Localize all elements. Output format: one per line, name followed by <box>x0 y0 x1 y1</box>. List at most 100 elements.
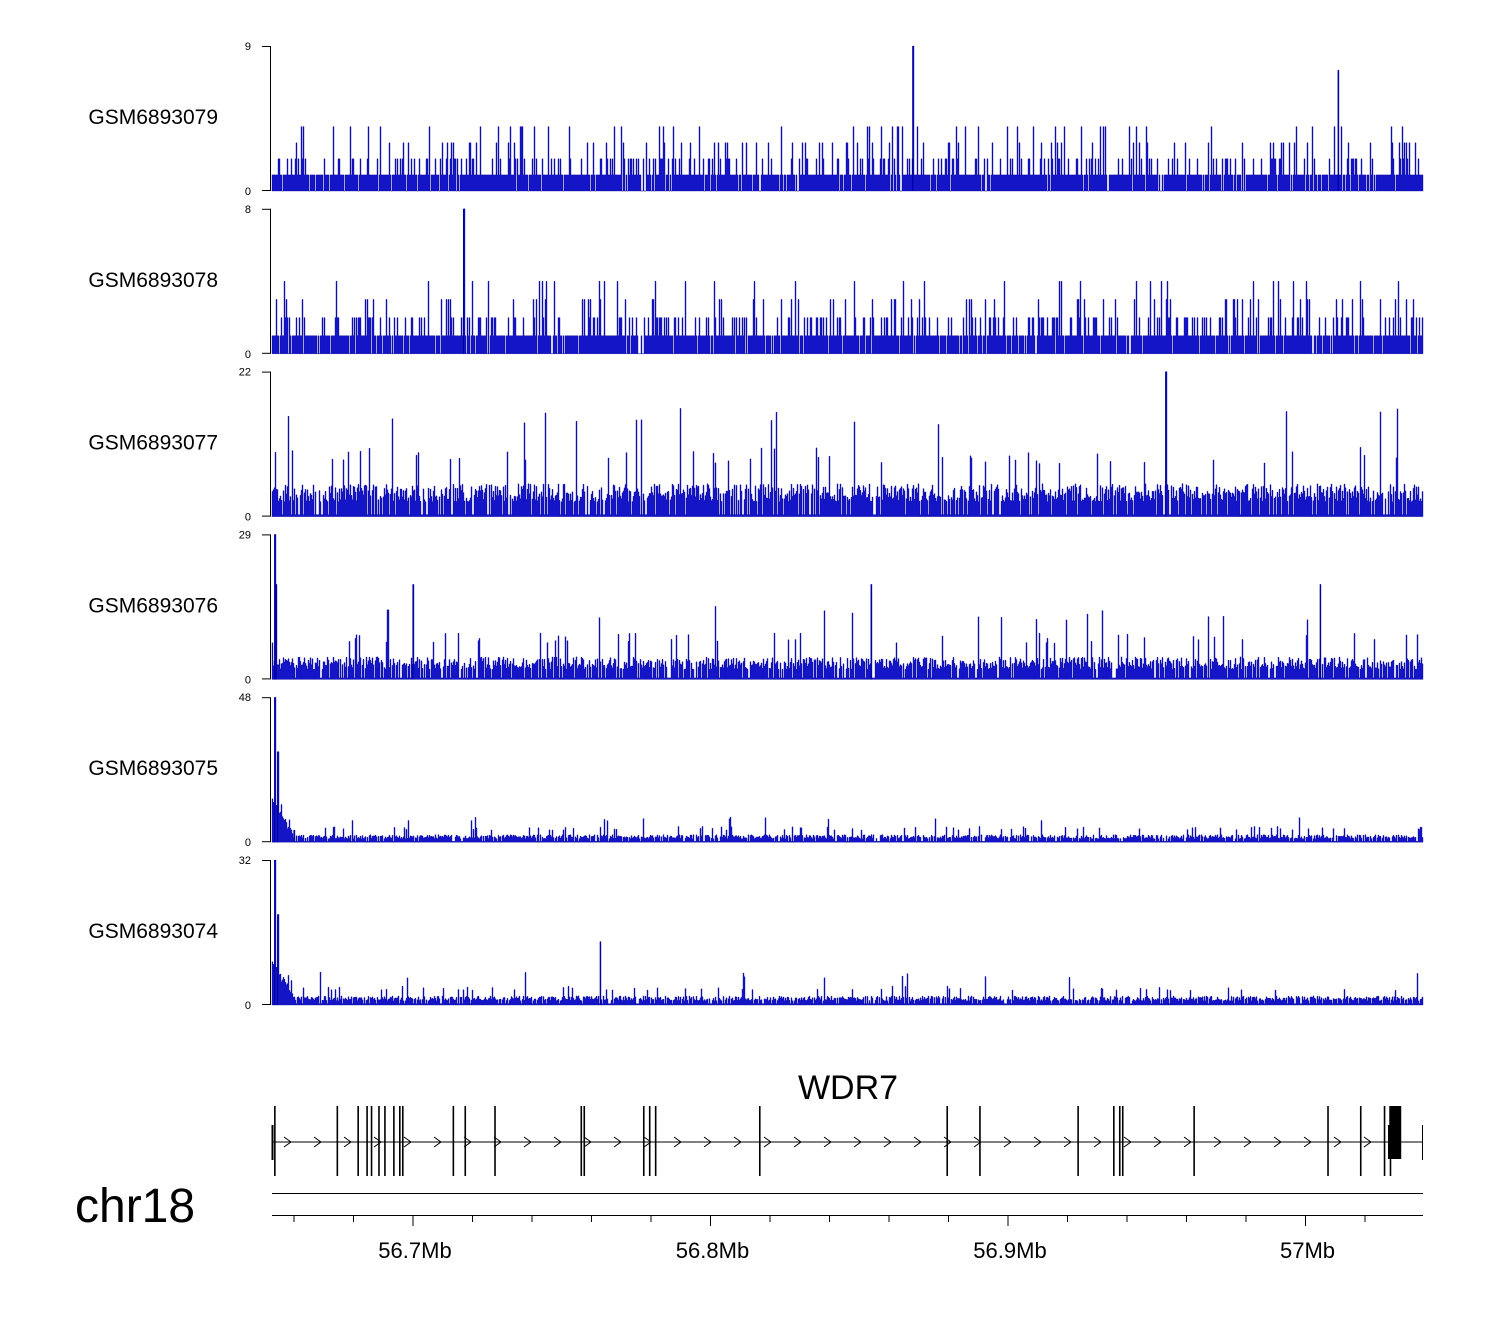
exon-5 <box>378 1106 380 1176</box>
coverage-signal <box>271 208 1424 354</box>
genome-axis: chr18 56.7Mb 56.8Mb 56.9Mb 57Mb <box>75 1180 1423 1263</box>
strand-arrow <box>943 1136 952 1148</box>
strand-arrow <box>463 1136 472 1148</box>
coverage-signal <box>271 534 1424 680</box>
strand-arrow <box>1123 1136 1132 1148</box>
strand-arrow <box>283 1136 292 1148</box>
strand-arrow <box>1303 1136 1312 1148</box>
strand-arrow <box>673 1136 682 1148</box>
strand-arrow <box>493 1136 502 1148</box>
strand-arrow <box>343 1136 352 1148</box>
y-max-label: 8 <box>245 204 251 216</box>
exon-0 <box>274 1106 276 1176</box>
exon-12 <box>494 1106 496 1176</box>
exon-22 <box>1113 1106 1115 1176</box>
strand-arrow <box>373 1136 382 1148</box>
y-max-label: 29 <box>239 529 251 541</box>
exon-24 <box>1121 1106 1124 1176</box>
exon-25 <box>1193 1106 1195 1176</box>
strand-arrow <box>553 1136 562 1148</box>
strand-arrow <box>313 1136 322 1148</box>
axis-tick-label: 56.7Mb <box>378 1238 451 1263</box>
track-GSM6893079: GSM6893079 9 0 <box>88 41 1424 198</box>
strand-arrow <box>853 1136 862 1148</box>
track-label: GSM6893074 <box>88 920 218 943</box>
axis-tick-label: 57Mb <box>1280 1238 1335 1263</box>
y-min-label: 0 <box>245 186 251 198</box>
strand-arrow <box>1273 1136 1282 1148</box>
exon-14 <box>583 1106 586 1176</box>
track-GSM6893076: GSM6893076 29 0 <box>88 529 1424 686</box>
strand-arrow <box>583 1136 592 1148</box>
exon-17 <box>654 1106 657 1176</box>
exon-9 <box>401 1106 404 1176</box>
strand-arrow <box>1243 1136 1252 1148</box>
strand-arrow <box>703 1136 712 1148</box>
strand-arrow <box>1093 1136 1102 1148</box>
axis-tick-label: 56.8Mb <box>676 1238 749 1263</box>
exon-11 <box>464 1106 467 1176</box>
coverage-signal <box>271 697 1424 843</box>
exon-8 <box>399 1106 401 1176</box>
y-max-label: 48 <box>239 692 251 704</box>
strand-arrow <box>643 1136 652 1148</box>
strand-arrow <box>1333 1136 1342 1148</box>
gene-label-wdr7: WDR7 <box>798 1069 898 1107</box>
exon-27 <box>1359 1106 1362 1176</box>
y-min-label: 0 <box>245 674 251 686</box>
y-max-label: 9 <box>245 41 251 53</box>
exon-6 <box>384 1106 386 1176</box>
strand-arrow <box>613 1136 622 1148</box>
track-GSM6893075: GSM6893075 48 0 <box>88 692 1424 849</box>
strand-arrow <box>883 1136 892 1148</box>
y-min-label: 0 <box>245 349 251 361</box>
strand-arrow <box>1033 1136 1042 1148</box>
exon-23 <box>1118 1106 1121 1176</box>
gene-model: WDR7 <box>271 1069 1423 1176</box>
strand-arrow <box>403 1136 412 1148</box>
y-min-label: 0 <box>245 1000 251 1012</box>
exon-7 <box>393 1106 395 1176</box>
track-GSM6893077: GSM6893077 22 0 <box>88 367 1424 524</box>
exon-4 <box>370 1106 373 1176</box>
track-GSM6893074: GSM6893074 32 0 <box>88 855 1424 1012</box>
strand-arrow <box>1003 1136 1012 1148</box>
strand-arrow <box>1183 1136 1192 1148</box>
exon-2 <box>357 1106 359 1176</box>
exon-13 <box>580 1106 583 1176</box>
strand-arrow <box>1213 1136 1222 1148</box>
exon-21 <box>1077 1106 1079 1176</box>
strand-arrow <box>733 1136 742 1148</box>
axis-tick-label: 56.9Mb <box>973 1238 1046 1263</box>
exon-28 <box>1383 1106 1386 1176</box>
exon-15 <box>642 1106 645 1176</box>
exon-26 <box>1327 1106 1329 1176</box>
exon-19 <box>946 1106 949 1176</box>
track-label: GSM6893076 <box>88 594 218 617</box>
coverage-tracks: GSM689307990GSM689307880GSM6893077220GSM… <box>88 41 1424 1012</box>
exon-10 <box>452 1106 455 1176</box>
strand-arrow <box>1063 1136 1072 1148</box>
strand-arrow <box>1363 1136 1372 1148</box>
strand-arrow <box>1153 1136 1162 1148</box>
strand-arrow <box>433 1136 442 1148</box>
y-max-label: 32 <box>239 855 251 867</box>
strand-arrow <box>913 1136 922 1148</box>
y-min-label: 0 <box>245 837 251 849</box>
exon-20 <box>979 1106 981 1176</box>
coverage-signal <box>271 45 1424 192</box>
track-GSM6893078: GSM6893078 8 0 <box>88 204 1424 361</box>
strand-arrow <box>793 1136 802 1148</box>
track-label: GSM6893075 <box>88 757 218 780</box>
strand-arrow <box>973 1136 982 1148</box>
exon-3 <box>366 1106 368 1176</box>
chromosome-label: chr18 <box>75 1180 195 1233</box>
track-label: GSM6893078 <box>88 269 218 292</box>
track-label: GSM6893079 <box>88 106 218 129</box>
exon-16 <box>648 1106 651 1176</box>
exon-1 <box>336 1106 339 1176</box>
coverage-signal <box>271 859 1424 1006</box>
track-label: GSM6893077 <box>88 432 218 455</box>
strand-arrow <box>763 1136 772 1148</box>
